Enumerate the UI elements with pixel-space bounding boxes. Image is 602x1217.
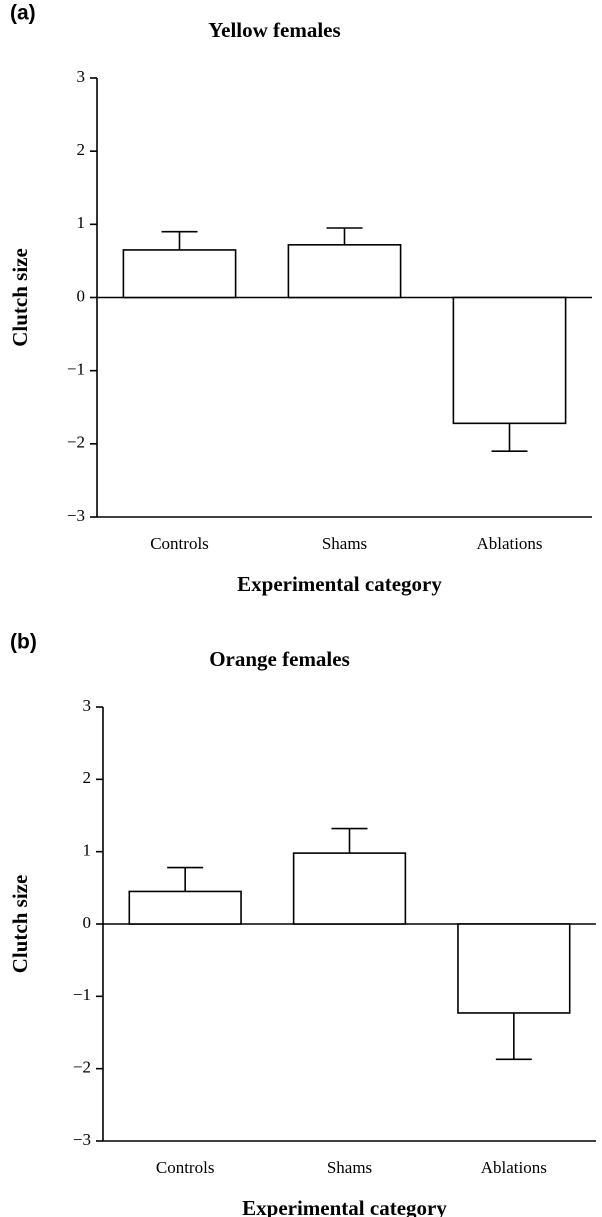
y-axis-label: Clutch size xyxy=(8,248,32,347)
y-tick-label: 1 xyxy=(77,213,86,232)
bar xyxy=(457,923,571,1014)
x-axis-label: Experimental category xyxy=(242,1196,447,1217)
chart-title: Yellow females xyxy=(208,18,340,42)
y-tick-label: 2 xyxy=(77,140,86,159)
bar xyxy=(292,852,407,925)
x-tick-label: Controls xyxy=(156,1158,215,1177)
y-tick-label: 0 xyxy=(83,913,92,932)
panel-label: (a) xyxy=(10,2,36,25)
bar xyxy=(452,296,567,425)
y-tick-label: −2 xyxy=(67,433,85,452)
y-tick-label: 3 xyxy=(83,696,92,715)
x-tick-label: Controls xyxy=(150,534,209,553)
y-tick-label: −3 xyxy=(73,1130,91,1149)
y-tick-label: −2 xyxy=(73,1058,91,1077)
x-tick-label: Ablations xyxy=(481,1158,547,1177)
bar xyxy=(122,249,237,299)
panel-label: (b) xyxy=(10,631,37,654)
x-tick-label: Shams xyxy=(322,534,367,553)
y-tick-label: 0 xyxy=(77,286,86,305)
y-tick-label: 1 xyxy=(83,841,92,860)
y-tick-label: −1 xyxy=(73,985,91,1004)
x-axis-label: Experimental category xyxy=(237,572,442,596)
bar xyxy=(128,890,242,925)
y-tick-label: −3 xyxy=(67,506,85,525)
y-tick-label: 3 xyxy=(77,67,86,86)
y-tick-label: 2 xyxy=(83,768,92,787)
y-axis-label: Clutch size xyxy=(8,875,32,974)
y-tick-label: −1 xyxy=(67,360,85,379)
chart-title: Orange females xyxy=(209,647,350,671)
bar xyxy=(287,244,402,299)
x-tick-label: Ablations xyxy=(476,534,542,553)
x-tick-label: Shams xyxy=(327,1158,372,1177)
